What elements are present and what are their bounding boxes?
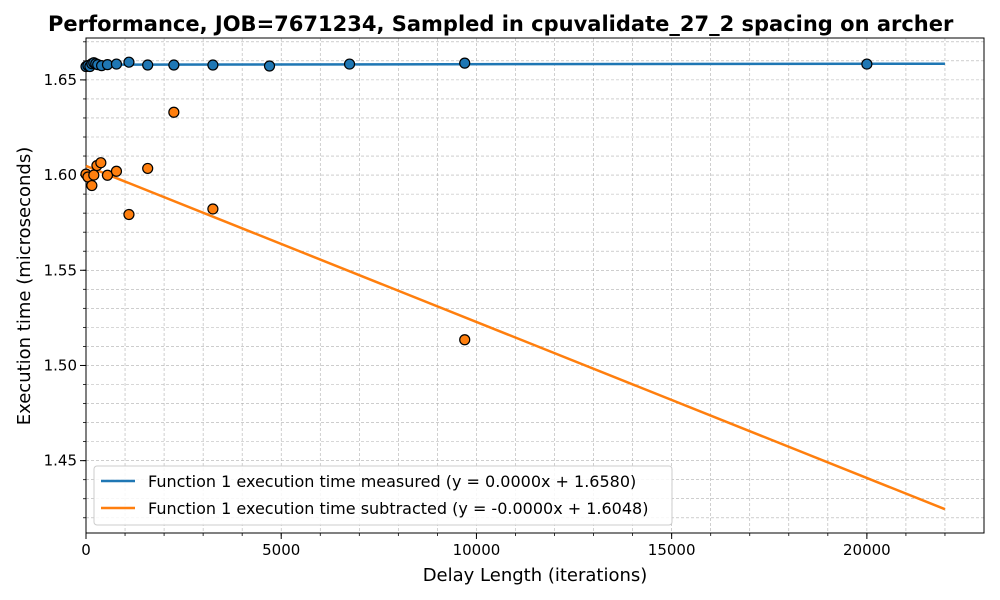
point-subtracted [110,165,123,177]
point-measured [168,59,180,71]
x-tick-label: 5000 [262,541,300,559]
point-measured [459,57,471,69]
point-subtracted [459,334,471,346]
x-axis-label: Delay Length (iterations) [423,565,648,586]
plot-area-border [85,37,985,534]
y-tick-label: 1.50 [44,356,77,374]
y-tick-label: 1.60 [44,166,77,184]
x-tick-label: 10000 [453,541,501,559]
legend: Function 1 execution time measured (y = … [93,465,673,526]
chart-title: Performance, JOB=7671234, Sampled in cpu… [48,12,954,36]
point-measured [343,58,356,70]
axis-ticks: 0 5000 10000 15000 20000 1.45 1.50 1.55 1.60 1.65 [44,41,946,559]
fit-line-subtracted [85,164,946,511]
point-subtracted [86,179,98,192]
point-subtracted [142,162,154,175]
x-tick-label: 20000 [843,541,891,559]
fit-lines [85,62,946,511]
point-measured [123,56,135,68]
point-subtracted [88,169,100,181]
point-measured [110,58,123,70]
point-measured [207,59,219,71]
fit-line-measured [85,62,945,66]
y-tick-label: 1.45 [44,452,77,470]
point-subtracted [168,106,180,118]
legend-label-subtracted: Function 1 execution time subtracted (y … [148,499,648,518]
x-tick-label: 0 [81,541,91,559]
x-tick-label: 15000 [648,541,696,559]
point-measured [263,60,276,72]
point-subtracted [95,157,107,169]
point-measured [861,58,873,70]
grid-lines [86,38,984,533]
point-measured [142,59,154,71]
point-subtracted [207,203,219,215]
point-subtracted [123,208,135,221]
y-tick-label: 1.55 [44,261,77,279]
y-tick-label: 1.65 [44,71,77,89]
legend-box [93,465,673,526]
y-axis-label: Execution time (microseconds) [14,147,35,426]
point-subtracted [101,169,114,181]
legend-label-measured: Function 1 execution time measured (y = … [148,472,636,491]
data-points [80,56,873,346]
